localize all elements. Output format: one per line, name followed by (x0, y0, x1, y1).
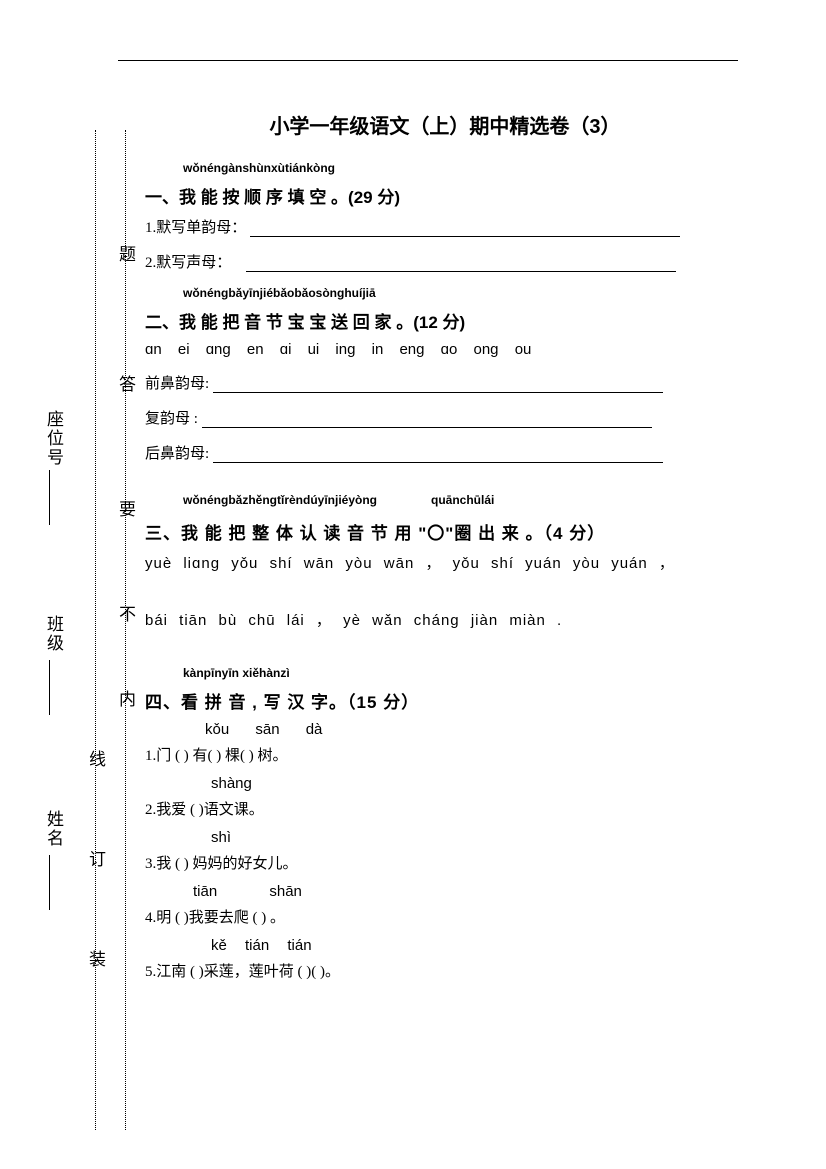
s2-l1: 前鼻韵母: (145, 372, 745, 393)
char-zhuang: 装 (83, 950, 108, 969)
page-content: 小学一年级语文（上）期中精选卷（3） wǒnéngànshùnxùtiánkòn… (145, 110, 745, 991)
s2-pinyin: wǒnéngbǎyīnjiébǎobǎosònghuíjiā (183, 286, 745, 300)
char-nei: 内 (113, 690, 138, 709)
s2-syllables: ɑn ei ɑng en ɑi ui ing in eng ɑo ong ou (145, 341, 745, 358)
s1-head: 一、我 能 按 顺 序 填 空 。(29 分) (145, 183, 745, 208)
char-bu: 不 (113, 605, 138, 624)
s4-p3: shì (211, 829, 745, 846)
class-label: 班级 (41, 615, 66, 653)
s4-head: 四、看 拼 音 , 写 汉 字。（15 分） (145, 688, 745, 713)
s4-p2: shàng (211, 775, 745, 792)
s2-l3-blank[interactable] (213, 447, 663, 463)
seat-fill-line (49, 470, 50, 525)
s3-head: 三、我 能 把 整 体 认 读 音 节 用 "〇"圈 出 来 。（4 分） (145, 519, 745, 544)
s3-line1: yuè liɑng yǒu shí wān yòu wān ， yǒu shí … (145, 552, 745, 573)
char-da: 答 (113, 375, 138, 394)
s2-l3-label: 后鼻韵母: (145, 446, 209, 462)
class-fill-line (49, 660, 50, 715)
s4-p1: kǒu sān dà (205, 721, 745, 738)
s3-line2: bái tiān bù chū lái ， yè wǎn cháng jiàn … (145, 609, 745, 630)
name-fill-line (49, 855, 50, 910)
s2-l2-blank[interactable] (202, 412, 652, 428)
s1-q1-label: 1.默写单韵母： (145, 220, 246, 236)
s4-p4: tiān shān (193, 883, 745, 900)
char-xian: 线 (83, 750, 108, 769)
s1-q2: 2.默写声母： (145, 251, 745, 272)
char-ti: 题 (113, 245, 138, 264)
s3-pinyin-wrap: wǒnéngbǎzhěngtǐrèndúyīnjiéyòng quānchūlá… (145, 491, 745, 509)
s1-q2-label: 2.默写声母： (145, 255, 231, 271)
s4-q4: 4.明 ( )我要去爬 ( ) 。 (145, 906, 745, 927)
s2-l1-label: 前鼻韵母: (145, 376, 209, 392)
binding-margin: 座位号 班级 姓名 题 答 要 不 内 线 订 装 (55, 130, 135, 1130)
binding-dots-inner (95, 130, 96, 1130)
s1-pinyin: wǒnéngànshùnxùtiánkòng (183, 161, 745, 175)
s3-pinyin2: quānchūlái (431, 493, 494, 507)
seat-label: 座位号 (41, 410, 66, 467)
char-yao: 要 (113, 500, 138, 519)
s4-p5: kě tián tián (211, 937, 745, 954)
binding-dots-outer (125, 130, 126, 1130)
name-label: 姓名 (41, 810, 66, 848)
char-ding: 订 (83, 850, 108, 869)
s4-q2: 2.我爱 ( )语文课。 (145, 798, 745, 819)
s4-pinyin: kànpīnyīn xiěhànzì (183, 666, 745, 680)
s1-q1: 1.默写单韵母： (145, 216, 745, 237)
s2-head: 二、我 能 把 音 节 宝 宝 送 回 家 。(12 分) (145, 308, 745, 333)
s2-l1-blank[interactable] (213, 377, 663, 393)
s2-l2-label: 复韵母 : (145, 411, 198, 427)
s1-q1-blank[interactable] (250, 221, 680, 237)
header-rule (118, 60, 738, 61)
s2-l2: 复韵母 : (145, 407, 745, 428)
s3-pinyin1: wǒnéngbǎzhěngtǐrèndúyīnjiéyòng (183, 493, 377, 507)
s4-q1: 1.门 ( ) 有( ) 棵( ) 树。 (145, 744, 745, 765)
s1-q2-blank[interactable] (246, 256, 676, 272)
s4-q5: 5.江南 ( )采莲，莲叶荷 ( )( )。 (145, 960, 745, 981)
page-title: 小学一年级语文（上）期中精选卷（3） (145, 110, 745, 139)
s2-l3: 后鼻韵母: (145, 442, 745, 463)
s4-q3: 3.我 ( ) 妈妈的好女儿。 (145, 852, 745, 873)
